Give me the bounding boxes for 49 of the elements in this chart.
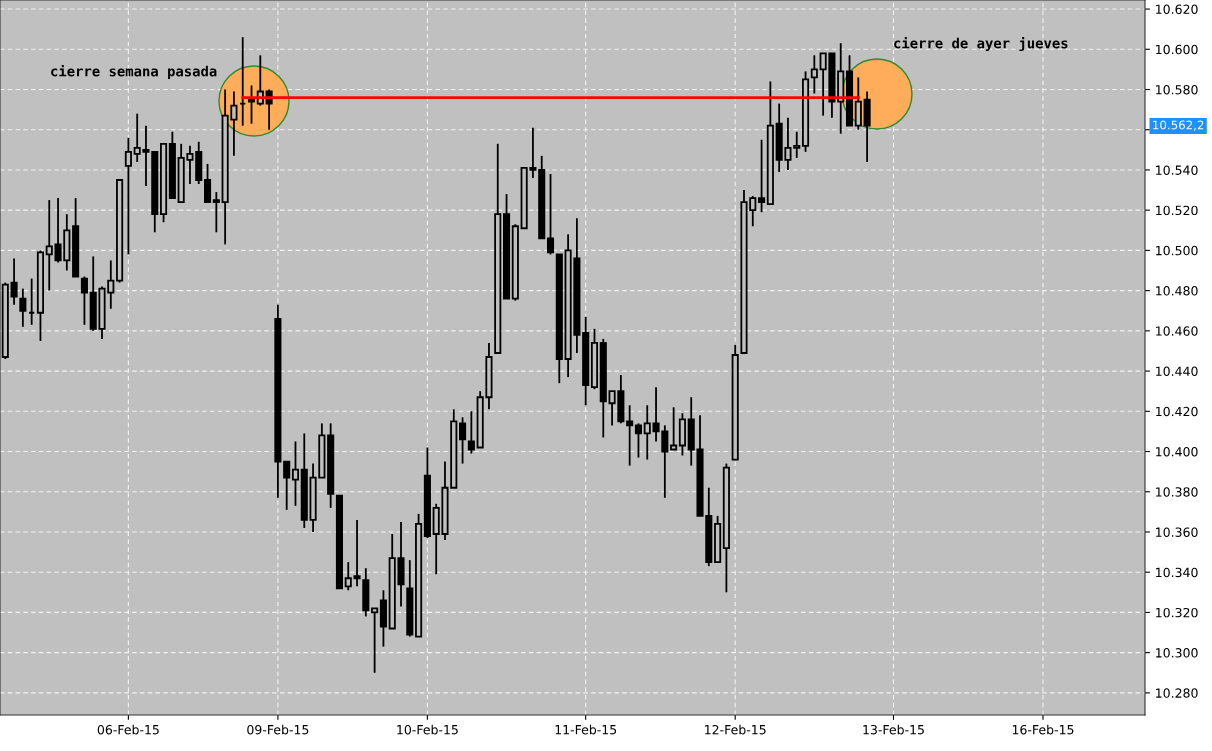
annotation: cierre de ayer jueves [894,36,1068,52]
candlestick [758,138,766,214]
y-tick-label: 10.300 [1156,648,1198,658]
candlestick [124,136,132,256]
candlestick [19,287,27,328]
text: 10.562,2 [1153,120,1204,131]
x-tick-label: 09-Feb-15 [247,724,309,735]
candlestick [810,54,818,95]
candlestick [10,257,18,306]
candlestick [467,410,475,455]
y-tick-label: 10.380 [1156,487,1198,497]
y-tick-label: 10.500 [1156,245,1198,256]
annotation: cierre semana pasada [51,64,217,80]
candlestick [212,191,220,234]
y-tick-label: 10.420 [1156,406,1198,417]
candlestick [203,163,212,204]
candlestick [459,416,467,465]
x-tick-label: 16-Feb-15 [1012,724,1074,735]
y-tick-label: 10.480 [1156,286,1198,296]
candlestick [634,422,642,459]
candlestick [793,130,801,159]
candlestick [371,607,379,674]
candlestick [283,460,291,511]
x-tick-label: 12-Feb-15 [705,724,766,735]
candlestick [643,404,651,461]
candlestick [80,275,88,326]
y-tick-label: 10.440 [1156,366,1198,376]
y-tick-label: 10.400 [1156,447,1198,457]
x-tick-label: 10-Feb-15 [397,724,458,735]
candlestick [670,406,678,451]
candlestick [546,173,555,256]
y-tick-label: 10.280 [1156,688,1198,698]
x-tick-label: 13-Feb-15 [863,724,924,735]
candlestick [291,440,300,507]
y-tick-label: 10.540 [1156,165,1198,175]
candlestick [353,519,361,588]
y-tick-label: 10.600 [1156,44,1198,55]
candlestick [45,199,53,292]
y-tick-label: 10.620 [1156,4,1198,14]
candlestick [344,561,352,592]
y-tick-label: 10.580 [1156,84,1198,95]
y-tick-label: 10.340 [1156,567,1198,578]
candlestick [626,404,634,467]
y-tick-label: 10.320 [1156,607,1198,618]
y-tick-label: 10.360 [1156,527,1198,537]
y-tick-label: 10.460 [1156,326,1198,336]
x-tick-label: 06-Feb-15 [97,724,159,735]
x-tick-label: 11-Feb-15 [555,724,617,735]
y-tick-label: 10.520 [1156,205,1198,216]
